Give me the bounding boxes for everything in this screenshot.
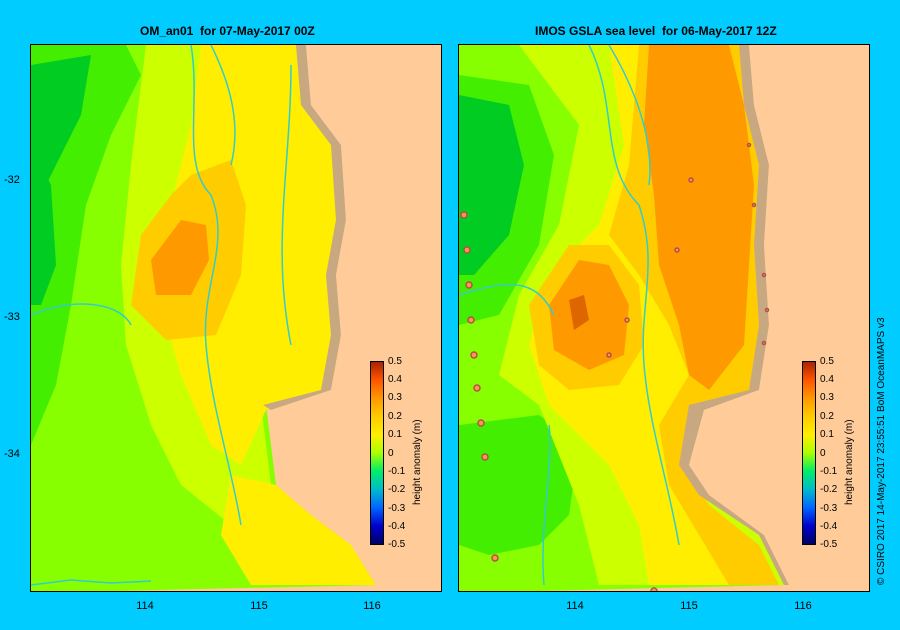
land — [271, 45, 441, 591]
colorbar-right-tick: -0.1 — [820, 466, 838, 477]
obs-point — [481, 453, 489, 461]
y-tick-label: -34 — [4, 448, 20, 460]
colorbar-right-tick: 0.4 — [820, 374, 834, 385]
colorbar-left-title: height anomaly (m) — [412, 419, 423, 505]
coast-shelf — [263, 45, 346, 410]
colorbar-right-tick: -0.5 — [820, 539, 838, 550]
y-tick-label: -32 — [4, 174, 20, 186]
x-tick-label: 116 — [363, 600, 381, 612]
panel-right-title: IMOS GSLA sea level for 06-May-2017 12Z — [535, 24, 777, 38]
map-left-svg — [31, 45, 441, 591]
colorbar-left-tick: 0.4 — [388, 374, 402, 385]
x-tick-label: 114 — [566, 600, 584, 612]
colorbar-right — [802, 361, 816, 545]
obs-point — [467, 316, 475, 324]
map-right-svg — [459, 45, 869, 591]
colorbar-left-tick: 0.2 — [388, 411, 402, 422]
observation-points — [460, 142, 770, 591]
colorbar-right-tick: -0.4 — [820, 521, 838, 532]
contour-band-high-south — [221, 475, 376, 585]
colorbar-right-tick: 0.2 — [820, 411, 834, 422]
colorbar-left-tick: 0.3 — [388, 392, 402, 403]
obs-point — [650, 587, 658, 591]
obs-point — [746, 142, 752, 148]
colorbar-right-tick: -0.3 — [820, 503, 838, 514]
colorbar-right-title: height anomaly (m) — [844, 419, 855, 505]
r-band-lowest — [459, 95, 524, 275]
obs-point — [751, 202, 757, 208]
colorbar-left-tick: -0.1 — [388, 466, 406, 477]
r-band-low-south — [459, 415, 579, 555]
contour-band-lowest-2 — [31, 145, 56, 305]
colorbar-right-tick: 0 — [820, 448, 826, 459]
r-coast-shelf — [679, 45, 789, 585]
obs-point — [761, 272, 767, 278]
contour-lines-south — [31, 579, 152, 586]
r-contour-lines — [459, 45, 680, 586]
colorbar-left-tick: -0.2 — [388, 484, 406, 495]
colorbar-right-tick: -0.2 — [820, 484, 838, 495]
map-left — [30, 44, 442, 592]
colorbar-left — [370, 361, 384, 545]
contour-band-peak — [151, 220, 209, 295]
r-band-max — [569, 295, 589, 330]
colorbar-left-tick: -0.4 — [388, 521, 406, 532]
obs-point — [463, 246, 471, 254]
obs-point — [470, 351, 478, 359]
r-band-peak-coast — [644, 45, 754, 390]
obs-point — [473, 384, 481, 392]
obs-point — [624, 317, 630, 323]
panel-left-title: OM_an01 for 07-May-2017 00Z — [140, 24, 315, 38]
colorbar-right-tick: 0.5 — [820, 356, 834, 367]
obs-point — [465, 281, 473, 289]
r-land — [689, 45, 869, 591]
obs-point — [674, 247, 680, 253]
colorbar-left-tick: 0 — [388, 448, 394, 459]
colorbar-right-tick: 0.1 — [820, 429, 834, 440]
x-tick-label: 114 — [136, 600, 154, 612]
obs-point — [477, 419, 485, 427]
obs-point — [460, 211, 468, 219]
x-tick-label: 115 — [680, 600, 698, 612]
r-band-peak-core — [549, 260, 629, 370]
colorbar-right-tick: 0.3 — [820, 392, 834, 403]
x-tick-label: 115 — [250, 600, 268, 612]
y-tick-label: -33 — [4, 311, 20, 323]
credit-text: © CSIRO 2017 14-May-2017 23:55:51 BoM Oc… — [876, 317, 887, 585]
obs-point — [491, 554, 499, 562]
colorbar-left-tick: -0.3 — [388, 503, 406, 514]
contour-lines — [31, 45, 292, 526]
x-tick-label: 116 — [794, 600, 812, 612]
obs-point — [764, 307, 770, 313]
colorbar-left-tick: 0.1 — [388, 429, 402, 440]
map-right — [458, 44, 870, 592]
obs-point — [606, 352, 612, 358]
colorbar-left-tick: 0.5 — [388, 356, 402, 367]
colorbar-left-tick: -0.5 — [388, 539, 406, 550]
obs-point — [688, 177, 694, 183]
obs-point — [761, 340, 767, 346]
contour-band-high — [161, 45, 336, 465]
